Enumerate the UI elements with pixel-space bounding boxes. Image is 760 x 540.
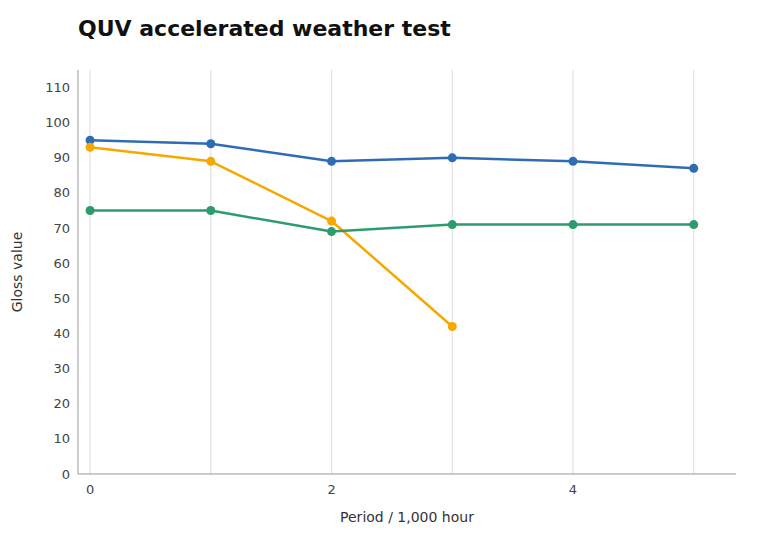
data-point [206,139,215,148]
data-point [327,227,336,236]
x-tick-label: 4 [569,482,577,497]
y-tick-label: 50 [53,291,70,306]
y-tick-label: 10 [53,431,70,446]
data-point [689,164,698,173]
grid-line [210,70,211,474]
series-line [90,211,694,232]
x-tick-label: 0 [86,482,94,497]
y-axis-label: Gloss value [9,232,25,313]
chart: QUV accelerated weather test024010203040… [0,0,760,540]
data-point [448,220,457,229]
data-point [689,220,698,229]
grid-line [693,70,694,474]
grid-line [452,70,453,474]
x-axis-line [78,474,736,475]
y-tick-label: 100 [45,115,70,130]
title: QUV accelerated weather test [78,16,451,41]
y-tick-label: 70 [53,221,70,236]
data-point [569,157,578,166]
grid-line [573,70,574,474]
y-tick-label: 80 [53,185,70,200]
y-axis-line [78,70,79,474]
y-tick-label: 20 [53,396,70,411]
grid-line [331,70,332,474]
data-point [86,143,95,152]
data-point [448,322,457,331]
series-line [90,147,452,326]
grid-line [90,70,91,474]
data-point [448,153,457,162]
y-tick-label: 30 [53,361,70,376]
x-axis-label: Period / 1,000 hour [340,509,474,525]
y-tick-label: 0 [62,467,70,482]
series-line [90,140,694,168]
data-point [206,206,215,215]
y-tick-label: 90 [53,150,70,165]
data-point [569,220,578,229]
data-point [206,157,215,166]
y-tick-label: 60 [53,256,70,271]
plot-area [86,136,699,331]
y-tick-label: 110 [45,80,70,95]
y-tick-label: 40 [53,326,70,341]
data-point [327,157,336,166]
data-point [86,206,95,215]
x-tick-label: 2 [327,482,335,497]
data-point [327,217,336,226]
